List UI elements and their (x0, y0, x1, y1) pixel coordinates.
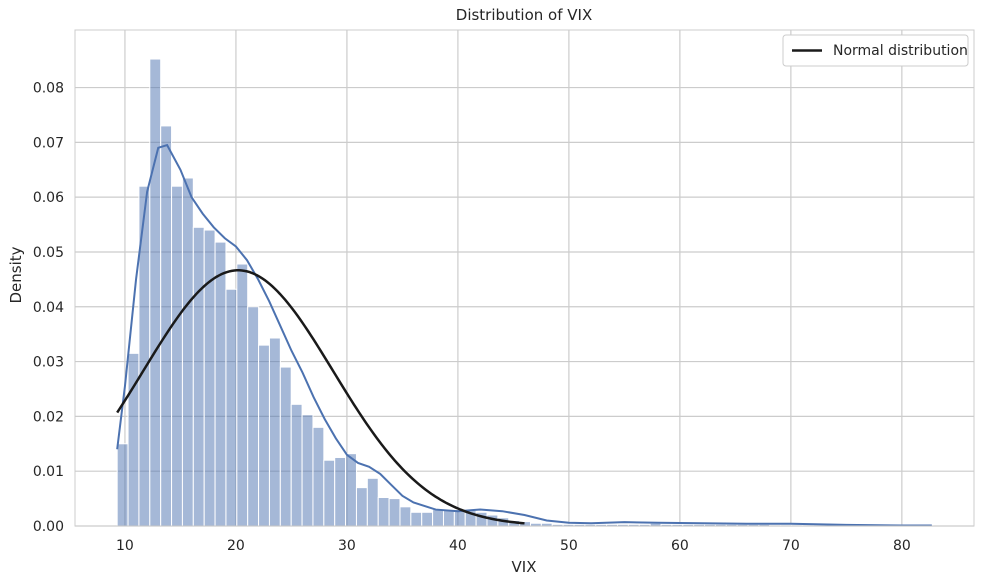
histogram-bar (171, 185, 183, 527)
histogram-bar (421, 511, 434, 527)
legend-box (782, 34, 969, 67)
y-axis-title: Density (7, 246, 25, 303)
histogram-bar (410, 511, 423, 527)
histogram-bar (312, 426, 325, 527)
histogram-bars (116, 58, 934, 527)
histogram-bar (279, 366, 292, 527)
histogram-bar (366, 477, 379, 527)
y-tick-label: 0.05 (33, 245, 64, 261)
y-tick-label: 0.02 (33, 409, 64, 425)
y-tick-label: 0.03 (33, 355, 64, 371)
plot-frame (74, 29, 975, 527)
kde-line (116, 143, 932, 527)
histogram-bar (345, 453, 357, 527)
x-axis-title: VIX (512, 558, 537, 576)
histogram-bar (334, 456, 347, 527)
normal-distribution-line (116, 269, 525, 525)
histogram-bar (149, 58, 162, 527)
histogram-bar (203, 229, 216, 527)
histogram-bar (442, 509, 455, 527)
x-tick-labels: 10 20 30 40 50 60 70 80 (116, 538, 911, 554)
histogram-bar (236, 263, 249, 527)
histogram-bar (258, 344, 270, 527)
histogram-bar (377, 497, 390, 527)
histogram-bar (247, 306, 260, 527)
x-tick-label: 30 (338, 538, 356, 554)
histogram-bar (268, 337, 281, 527)
histogram-bar (214, 241, 227, 527)
histogram-bar (290, 403, 303, 527)
histogram-bar (432, 509, 444, 527)
y-tick-label: 0.01 (33, 464, 64, 480)
histogram-bar (399, 506, 412, 527)
histogram-bar (181, 177, 194, 527)
x-tick-label: 70 (782, 538, 800, 554)
x-tick-label: 40 (449, 538, 467, 554)
x-tick-label: 60 (671, 538, 689, 554)
histogram-bar (160, 125, 173, 527)
y-tick-label: 0.07 (33, 135, 64, 151)
histogram-bar (323, 459, 336, 527)
x-tick-label: 80 (893, 538, 911, 554)
legend: Normal distribution (782, 34, 969, 67)
y-tick-label: 0.08 (33, 81, 64, 97)
chart-title: Distribution of VIX (456, 6, 592, 24)
histogram-bar (355, 487, 368, 527)
x-tick-label: 10 (116, 538, 134, 554)
y-tick-label: 0.04 (33, 300, 64, 316)
x-tick-label: 50 (560, 538, 578, 554)
y-tick-labels: 0.00 0.01 0.02 0.03 0.04 0.05 0.06 0.07 0.08 (33, 81, 64, 535)
histogram-bar (301, 414, 314, 527)
y-tick-label: 0.00 (33, 519, 64, 535)
histogram-bar (192, 226, 205, 527)
histogram-bar (116, 443, 129, 527)
legend-label-normal: Normal distribution (833, 43, 968, 59)
y-tick-label: 0.06 (33, 190, 64, 206)
histogram-bar (225, 288, 238, 527)
histogram-bar (388, 498, 401, 527)
x-tick-label: 20 (227, 538, 245, 554)
